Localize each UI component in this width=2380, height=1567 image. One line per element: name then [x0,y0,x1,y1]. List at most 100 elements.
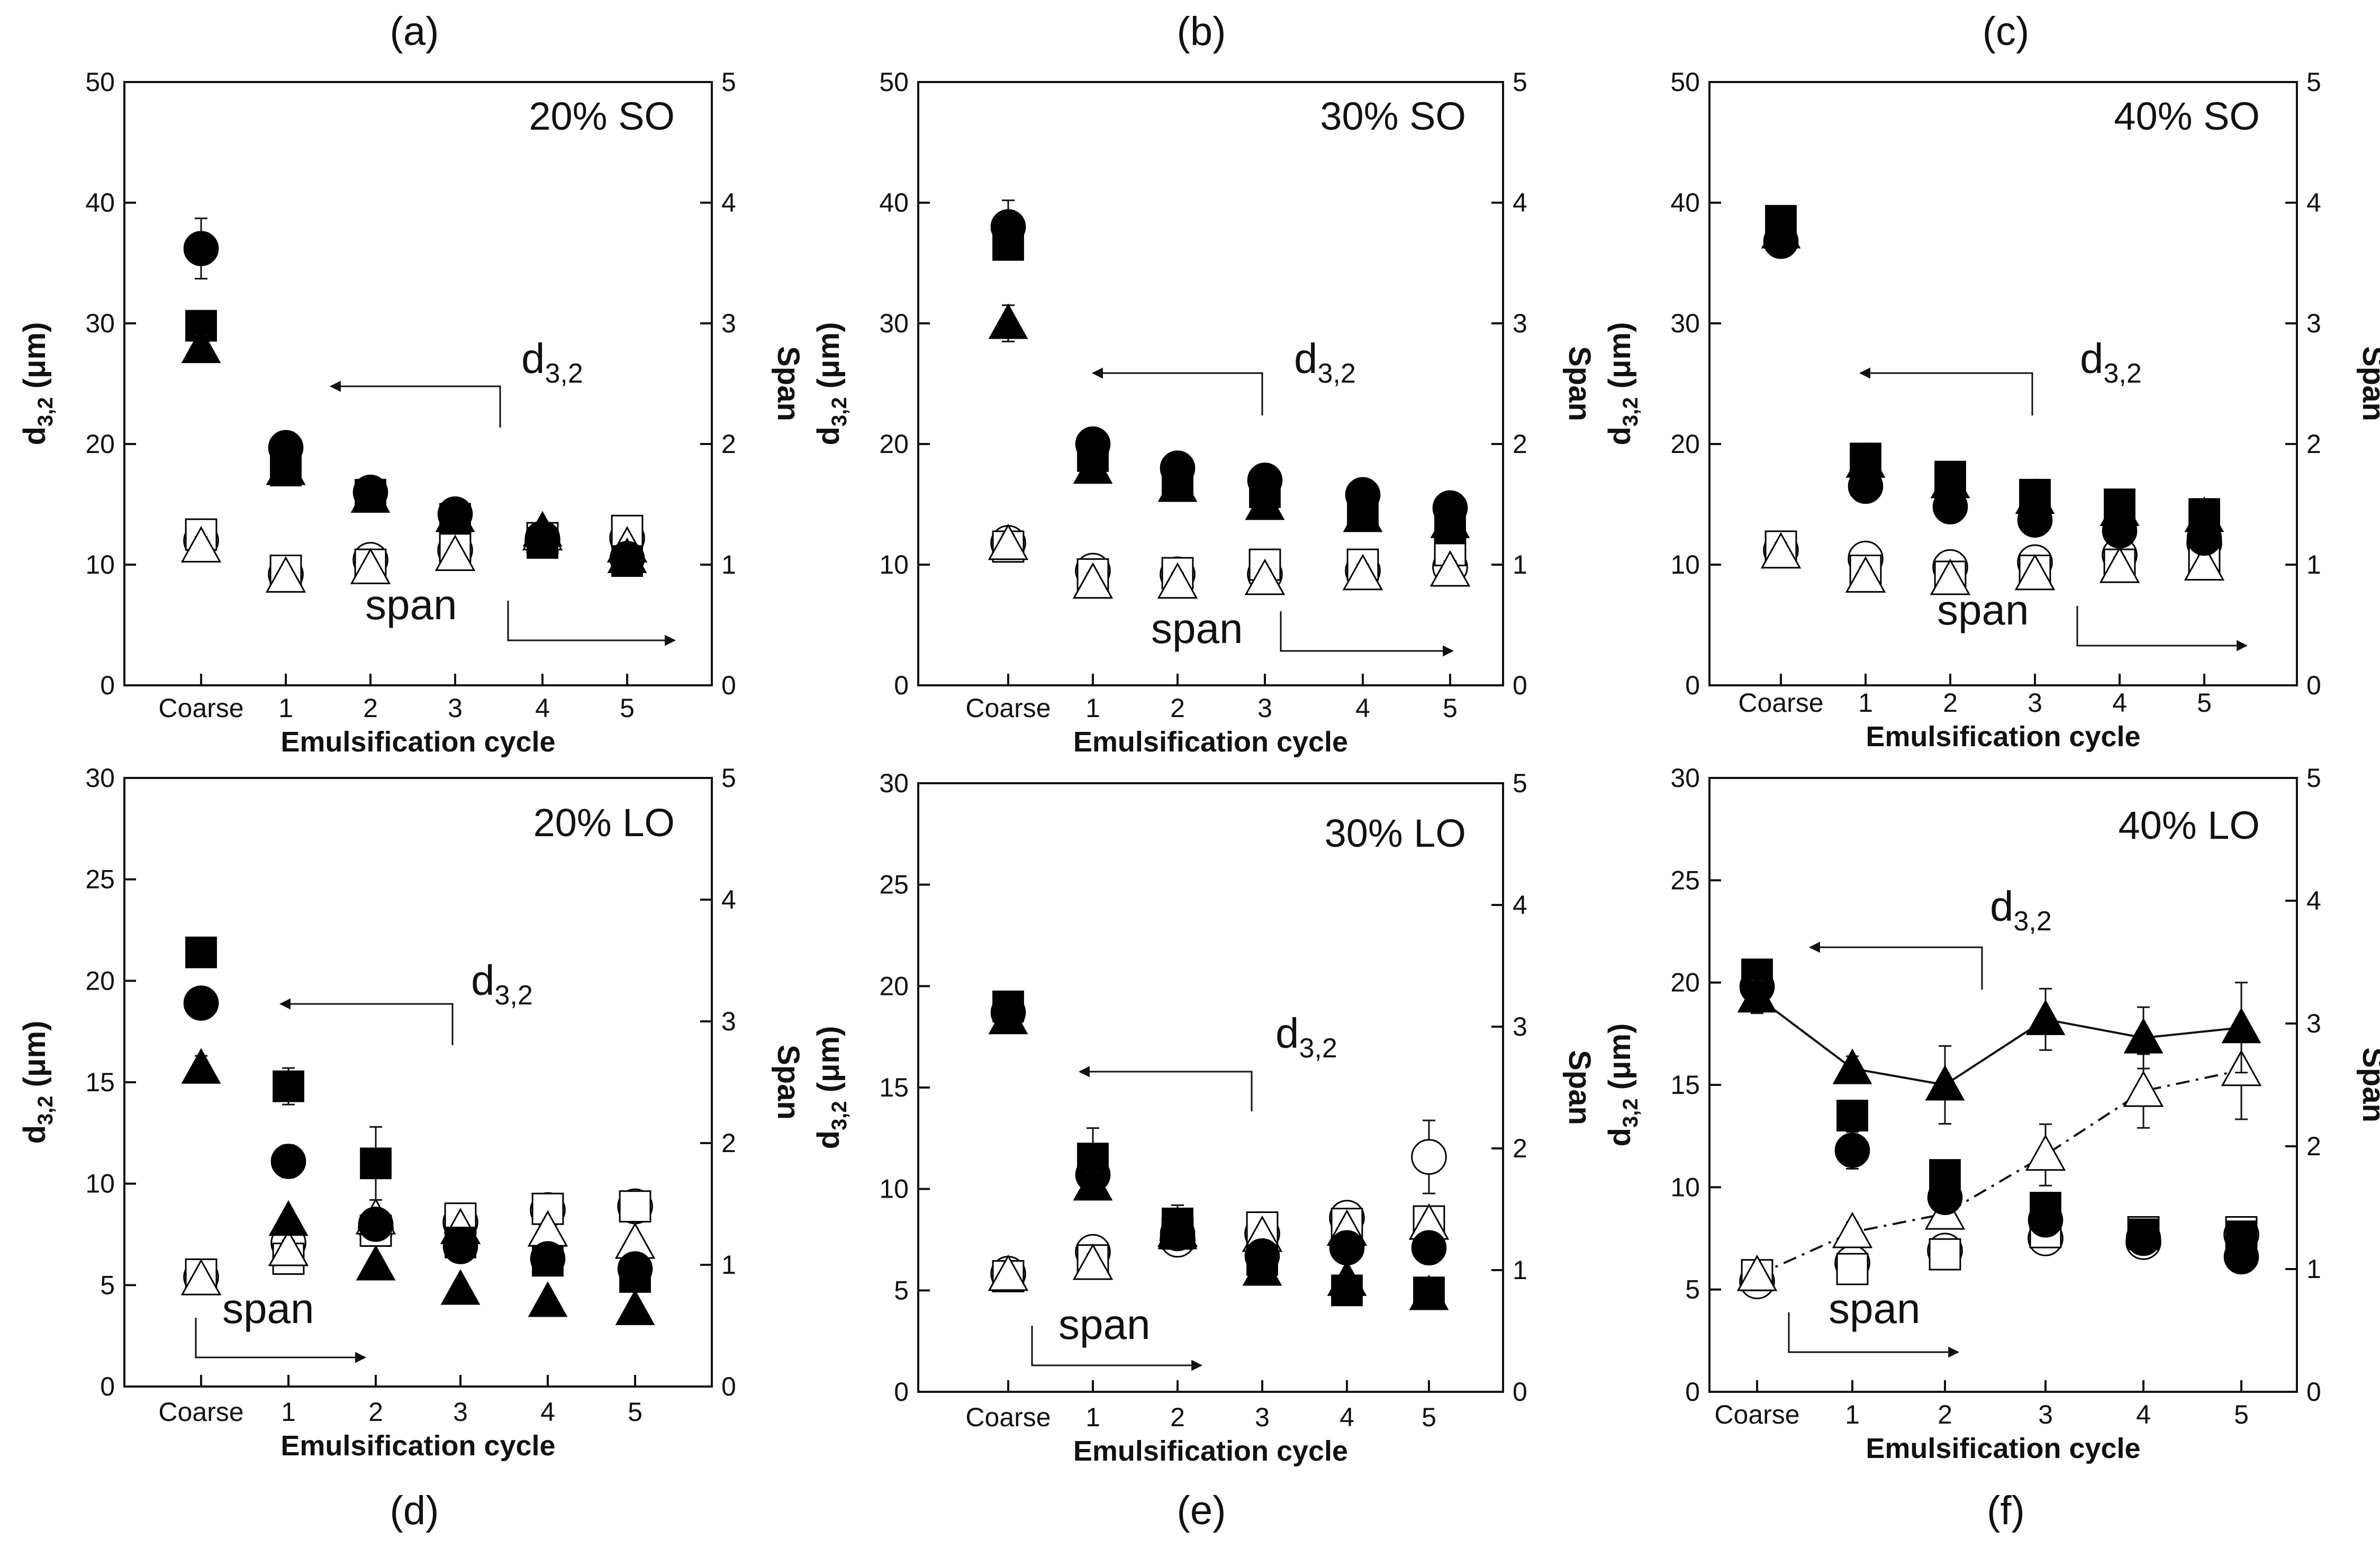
x-tick-label: 3 [448,693,463,723]
series-d32-circle [1763,223,2222,556]
x-tick-label: Coarse [158,1397,243,1427]
y-left-label-main: d [17,427,52,445]
series-span-square [992,530,1467,591]
y-left-axis-label: d3,2 (μm) [1603,1023,1642,1147]
y-right-tick-label: 1 [2306,1254,2321,1284]
series-d32-square [185,310,643,577]
data-point [360,1147,392,1180]
x-tick-label: 2 [1943,688,1958,718]
x-tick-label: Coarse [158,693,243,723]
data-point [1072,1243,1114,1280]
data-point [615,1289,655,1325]
data-point [1930,558,1971,595]
x-tick-label: 5 [628,1397,642,1427]
y-left-tick-label: 30 [85,309,115,338]
y-left-tick-label: 5 [100,1270,115,1300]
panel-e: 0 5 10 15 20 25 30 0 1 2 3 4 5 Coarse 1 2 3 4 5 Emulsificat… [811,768,1597,1533]
data-point [2030,1192,2061,1224]
y-right-tick-label: 4 [721,188,736,218]
y-right-tick-label: 1 [2306,550,2321,579]
y-left-axis-label: d3,2 (μm) [811,1026,851,1149]
y-right-axis-label: Span [2356,346,2380,421]
y-right-tick-label: 5 [1513,67,1527,97]
data-point [1411,1230,1447,1266]
y-right-tick-label: 5 [1513,768,1527,798]
data-point [1242,1250,1282,1286]
y-right-tick-label: 3 [2306,1009,2321,1038]
data-point [2184,544,2225,581]
panel-title: 30% SO [1320,94,1466,138]
data-point [435,534,476,571]
data-point [1245,484,1285,520]
data-point [1761,213,1801,249]
d32-annotation: d3,2 [1990,883,2052,937]
data-point [1836,1253,1869,1285]
y-left-tick-label: 0 [100,1372,115,1401]
x-tick-label: Coarse [1714,1400,1799,1429]
y-right-tick-label: 4 [1513,188,1527,218]
x-tick-label: 3 [1255,1402,1270,1432]
series-d32-circle [1739,969,2259,1275]
y-right-tick-label: 5 [721,67,736,97]
span-arrow [1788,1312,1960,1358]
y-left-label-main: d [17,1125,52,1144]
y-left-tick-label: 15 [879,1073,909,1102]
y-left-tick-label: 0 [894,1377,909,1407]
series-d32-triangle [988,998,1449,1310]
panel-title: 40% SO [2114,94,2260,138]
y-left-tick-label: 40 [879,188,909,218]
data-point [1411,1139,1447,1175]
y-left-tick-label: 10 [1670,1172,1700,1202]
panel-label: (a) [390,9,439,54]
data-point [1929,1238,1961,1271]
y-left-label-sub: 3,2 [1619,1098,1642,1128]
y-right-tick-label: 5 [2306,67,2321,97]
y-left-tick-label: 0 [894,671,909,700]
d32-annot-sub: 3,2 [495,980,533,1011]
panel-label: (b) [1177,9,1226,54]
data-point [1072,562,1114,599]
data-point [1737,976,1777,1013]
y-left-label-unit: (μm) [1603,322,1637,397]
span-arrow [1031,1326,1203,1371]
y-right-tick-label: 5 [2306,763,2321,793]
data-point [1430,502,1470,538]
series-line-span-triangle [1757,1069,2242,1276]
y-left-tick-label: 25 [879,870,909,900]
y-left-axis-label: d3,2 (μm) [17,1021,57,1144]
data-point [181,327,221,364]
series-span-triangle [988,523,1471,599]
data-point [1409,1274,1449,1310]
x-tick-label: 4 [1340,1402,1354,1432]
data-point [988,998,1028,1035]
d32-arrow [1808,941,1983,990]
series-d32-triangle [1737,976,2261,1125]
series-span-circle [990,525,1468,593]
data-point [1429,550,1471,587]
d32-annotation: d3,2 [1294,335,1356,389]
panel-f: 0 5 10 15 20 25 30 0 1 2 3 4 5 Coarse 1 2 3 4 5 Emulsificat… [1603,763,2380,1533]
d32-annot-sub: 3,2 [1318,358,1356,389]
x-tick-label: 2 [1170,1402,1185,1432]
d32-annot-sub: 3,2 [1299,1033,1337,1064]
y-left-label-main: d [811,427,846,445]
data-point [619,1190,651,1222]
data-point [2123,1070,2164,1107]
series-d32-triangle [181,1048,655,1325]
y-left-tick-label: 40 [1670,188,1700,218]
data-point [1845,442,1886,478]
panel-a: 0 10 20 30 40 50 0 1 2 3 4 5 Coarse 1 2 3 4 5 Emulsificati… [17,9,806,758]
data-point [1157,1213,1198,1249]
span-annotation: span [222,1285,314,1332]
y-right-tick-label: 0 [1513,671,1527,700]
panel-title: 30% LO [1325,811,1466,855]
series-span-square [1764,530,2221,593]
x-tick-label: 4 [2136,1400,2151,1429]
data-point [619,1261,651,1293]
data-point [1832,1211,1873,1248]
y-right-tick-label: 4 [1513,890,1527,920]
y-right-tick-label: 0 [721,1372,736,1401]
data-point [528,1281,568,1317]
panel-d: 0 5 10 15 20 25 30 0 1 2 3 4 5 Coarse 1 2 3 4 5 Emulsificat… [17,763,806,1533]
series-span-square [185,1190,651,1291]
